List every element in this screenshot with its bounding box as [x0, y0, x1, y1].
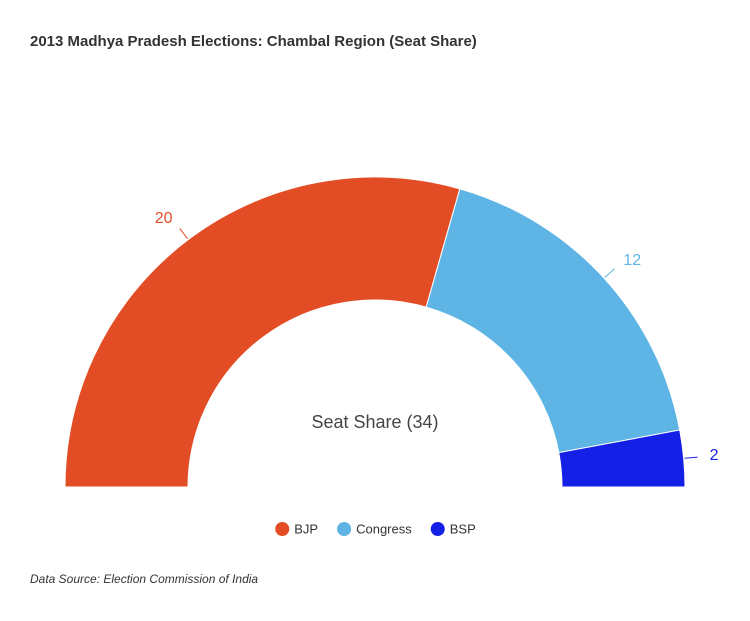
legend-label: BJP — [294, 521, 318, 536]
slice — [64, 176, 461, 488]
leader-line — [179, 228, 188, 240]
legend-marker — [275, 522, 290, 536]
leader-line — [604, 268, 615, 278]
data-label: 20 — [155, 210, 173, 227]
data-label: 12 — [623, 252, 641, 269]
legend-label: Congress — [356, 521, 412, 536]
chart-title: 2013 Madhya Pradesh Elections: Chambal R… — [30, 33, 477, 50]
legend-marker — [337, 522, 352, 536]
slice — [425, 188, 681, 454]
source: Data Source: Election Commission of Indi… — [30, 572, 258, 586]
center-label: Seat Share (34) — [311, 412, 438, 432]
leader-line — [684, 456, 698, 459]
legend-marker — [430, 522, 445, 536]
slice — [558, 429, 686, 488]
data-label: 2 — [710, 447, 719, 464]
legend-label: BSP — [450, 521, 476, 536]
